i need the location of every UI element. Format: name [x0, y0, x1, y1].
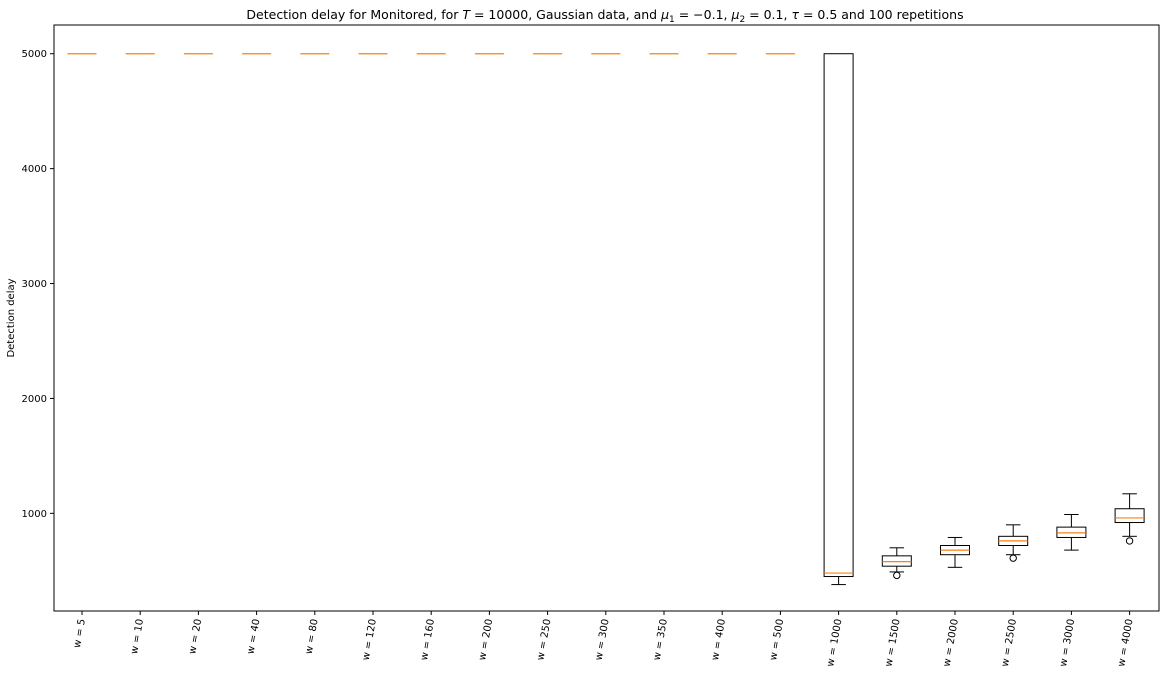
y-tick-label: 5000 — [22, 49, 47, 60]
chart-title: Detection delay for Monitored, for T = 1… — [246, 7, 963, 25]
y-tick-label: 4000 — [22, 164, 47, 175]
y-tick-label: 3000 — [22, 279, 47, 290]
axes-frame — [53, 24, 1160, 612]
outlier-point — [1125, 537, 1134, 545]
y-axis-label: Detection delay — [6, 278, 17, 357]
outlier-point — [893, 571, 901, 580]
y-tick-label: 1000 — [22, 509, 47, 520]
box-body — [823, 53, 854, 578]
x-tick-label: w = 5 — [72, 618, 88, 649]
y-tick-label: 2000 — [22, 394, 47, 405]
outlier-point — [1009, 554, 1017, 562]
